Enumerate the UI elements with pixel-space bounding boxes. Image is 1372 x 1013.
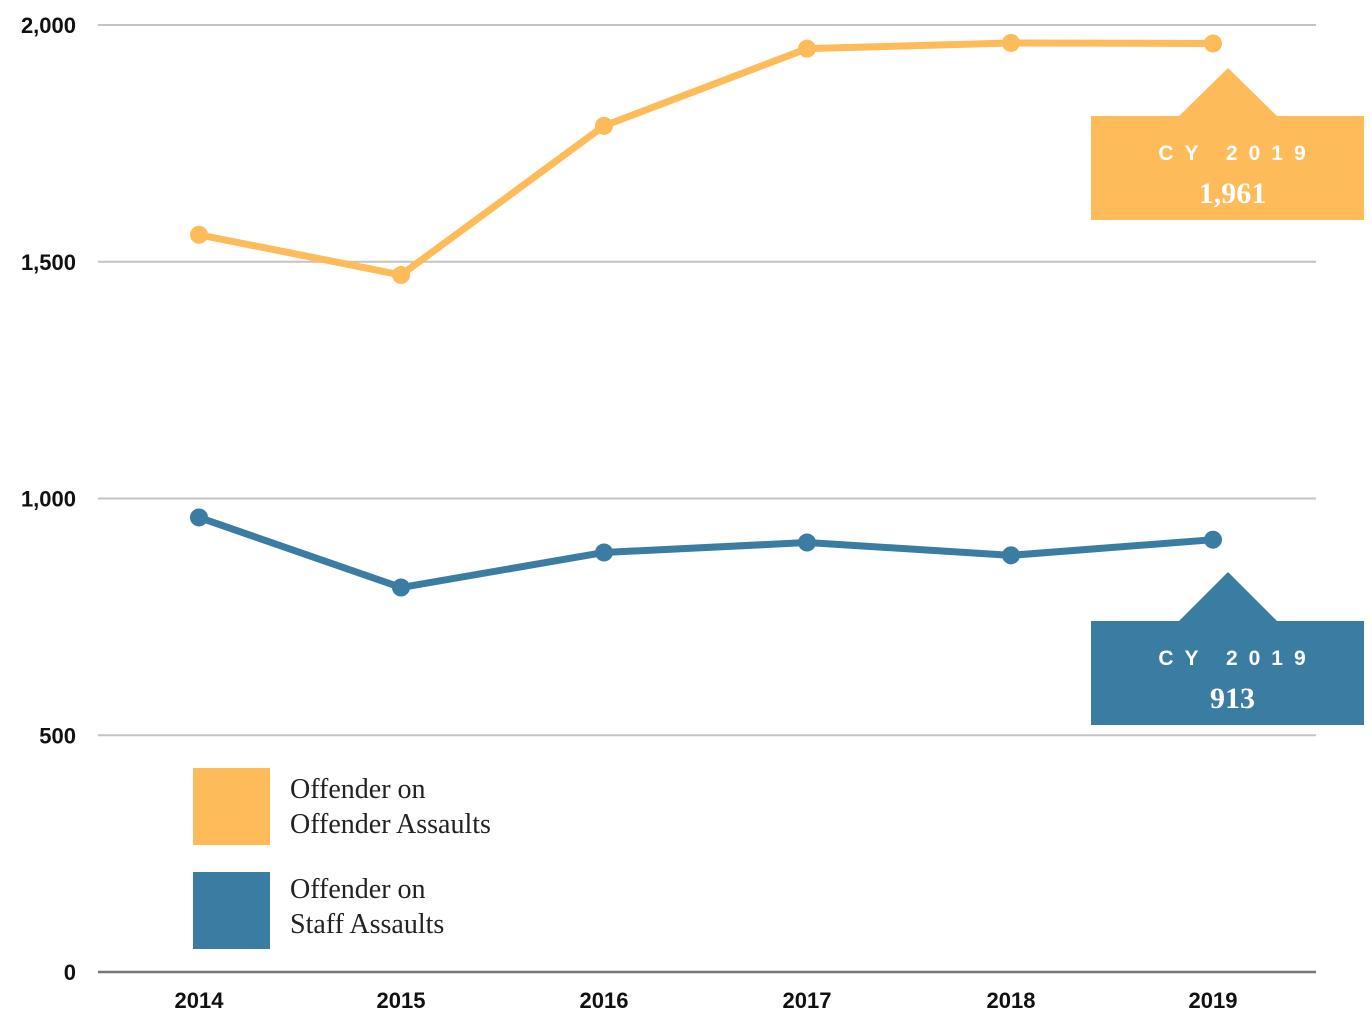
data-point: [798, 39, 816, 58]
callout-label: CY 2019: [1158, 647, 1316, 670]
data-point: [595, 543, 613, 562]
legend-label: Offender Assaults: [290, 809, 491, 840]
y-tick-label: 1,000: [21, 487, 76, 512]
data-point: [798, 533, 816, 552]
series-line: [195, 39, 1217, 279]
legend-label: Offender on: [290, 874, 426, 905]
y-tick-label: 500: [39, 723, 76, 748]
y-tick-label: 1,500: [21, 250, 76, 275]
data-point: [190, 225, 208, 244]
callouts: CY 2019 1,961 CY 2019 913: [1091, 68, 1364, 725]
x-tick-label: 2017: [783, 988, 832, 1013]
x-tick-label: 2014: [175, 988, 225, 1013]
callout-pointer: [1178, 572, 1278, 622]
legend-label: Staff Assaults: [290, 909, 444, 940]
data-point: [392, 266, 410, 285]
y-tick-label: 2,000: [21, 13, 76, 38]
y-axis: 0 500 1,000 1,500 2,000: [21, 13, 76, 985]
callout-box: [1091, 621, 1364, 725]
data-point: [1002, 546, 1020, 565]
callout: CY 2019 913: [1091, 572, 1364, 725]
series-line: [195, 513, 1217, 592]
data-point: [595, 116, 613, 135]
callout-box: [1091, 116, 1364, 220]
callout-value: 1,961: [1199, 177, 1267, 210]
series-1: [190, 33, 1222, 285]
callout-pointer: [1178, 68, 1278, 117]
x-tick-label: 2018: [987, 988, 1036, 1013]
legend-swatch: [193, 768, 270, 845]
data-point: [1002, 33, 1020, 52]
data-point: [392, 578, 410, 597]
data-point: [190, 508, 208, 527]
callout-label: CY 2019: [1158, 142, 1316, 165]
data-point: [1204, 530, 1222, 549]
x-tick-label: 2019: [1189, 988, 1238, 1013]
legend-item: Offender on Offender Assaults: [193, 768, 491, 845]
legend-item: Offender on Staff Assaults: [193, 872, 444, 949]
gridlines: [98, 24, 1316, 974]
x-tick-label: 2015: [377, 988, 426, 1013]
series-2: [190, 508, 1222, 597]
callout-value: 913: [1210, 682, 1255, 715]
legend: Offender on Offender Assaults Offender on S…: [193, 768, 491, 949]
x-tick-label: 2016: [580, 988, 629, 1013]
data-point: [1204, 34, 1222, 53]
legend-label: Offender on: [290, 774, 426, 805]
series-lines: [190, 33, 1222, 597]
callout: CY 2019 1,961: [1091, 68, 1364, 220]
legend-swatch: [193, 872, 270, 949]
x-axis: 2014 2015 2016 2017 2018 2019: [175, 988, 1238, 1013]
y-tick-label: 0: [64, 960, 76, 985]
